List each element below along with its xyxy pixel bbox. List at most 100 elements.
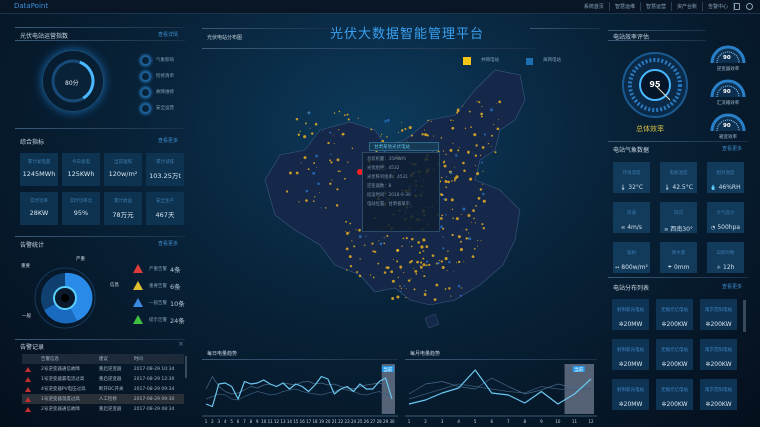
station-dot — [480, 240, 482, 242]
table-row[interactable]: 1号逆变器温度过高 人工检修 2017-08-29 09:30 — [22, 394, 184, 404]
table-cell: 2017-08-29 10:34 — [133, 366, 175, 372]
stations-scrollbar[interactable] — [743, 300, 746, 332]
station-dot — [356, 272, 358, 274]
station-dot — [309, 127, 311, 129]
ring-icon — [140, 102, 151, 114]
table-row[interactable]: 4号逆变器PV电压过高 断开DC开关 2017-08-29 09:34 — [22, 384, 184, 394]
station-dot — [448, 287, 451, 290]
hainan-island — [424, 313, 440, 329]
station-capacity: 200KW — [710, 321, 732, 328]
station-dot — [481, 146, 485, 149]
station-card[interactable]: 无锡元亿电站 ✲200KW — [656, 299, 693, 330]
station-dot — [468, 232, 470, 234]
x-tick-label: 18 — [312, 419, 318, 424]
station-dot — [391, 279, 395, 283]
gauge-label: 箱变效率 — [719, 135, 737, 140]
table-cell: 重启逆变器 — [98, 367, 122, 372]
nav-alarms[interactable]: 告警中心 — [703, 2, 734, 11]
station-dot — [482, 199, 486, 203]
station-dot — [372, 276, 375, 279]
station-dot — [344, 177, 346, 180]
gauge-label: 汇流箱效率 — [716, 101, 740, 106]
station-card[interactable]: 南京范阳电站 ✲200KW — [700, 379, 737, 410]
series-line — [408, 369, 592, 405]
station-card[interactable]: 射阳新光电站 ✲20MW — [612, 299, 649, 330]
station-dot — [469, 177, 473, 181]
nav-maintenance[interactable]: 智慧运维 — [610, 2, 641, 11]
table-row[interactable]: 2号逆变器通信故障 重启逆变器 2017-08-29 08:34 — [22, 404, 184, 414]
station-card[interactable]: 无锡元亿电站 ✲200KW — [656, 339, 693, 370]
station-dot — [447, 250, 449, 252]
station-dot — [425, 264, 428, 267]
station-dot — [456, 111, 459, 114]
station-dot — [427, 119, 430, 121]
station-card[interactable]: 射阳新光电站 ✲20MW — [612, 339, 649, 370]
x-tick-label: 27 — [370, 419, 376, 424]
stations-more-link[interactable]: 查看更多 — [722, 284, 743, 290]
weather-label: 环境温度 — [622, 171, 641, 176]
station-dot — [465, 228, 468, 231]
station-card[interactable]: 南京范阳电站 ✲200KW — [700, 339, 737, 370]
station-dot — [472, 153, 474, 155]
table-row[interactable]: 1号逆变器漏电流过高 重启逆变器 2017-08-29 12:30 — [22, 374, 184, 384]
station-card[interactable]: 南京范阳电站 ✲200KW — [700, 299, 737, 330]
map-panel-title: 光伏电站分布图 — [207, 35, 243, 41]
warning-icon — [25, 366, 31, 372]
station-dot — [475, 204, 478, 207]
index-more-link[interactable]: 查看详情 — [158, 32, 179, 38]
station-dot — [402, 237, 405, 240]
metrics-more-link[interactable]: 查看更多 — [158, 138, 179, 144]
gear-icon: ✲ — [618, 401, 624, 408]
alarm-stats-more-link[interactable]: 查看更多 — [158, 241, 179, 247]
humidity-icon: 💧 — [710, 185, 717, 191]
monthly-trend-chart[interactable]: 当前1 2 3 4 5 6 7 8 9 10 11 12 — [405, 360, 597, 424]
station-dot — [351, 240, 353, 242]
station-dot — [377, 262, 380, 265]
metric-card: 今日发电 125KWh — [62, 153, 100, 186]
station-dot — [445, 186, 448, 189]
selected-station-marker[interactable] — [357, 169, 363, 175]
station-dot — [428, 263, 431, 267]
index-item: 安全运营 — [156, 106, 174, 111]
legend-label: 并网电站 — [481, 58, 499, 63]
station-dot — [421, 133, 424, 136]
station-dot — [455, 175, 459, 179]
table-row[interactable]: 2号逆变器通信故障 重启逆变器 2017-08-29 10:34 — [22, 364, 184, 374]
station-dot — [462, 105, 464, 107]
alarm-level-label: 重要告警 — [149, 283, 167, 289]
station-dot — [314, 122, 318, 126]
station-card[interactable]: 射阳新光电站 ✲20MW — [612, 379, 649, 410]
station-dot — [476, 100, 478, 103]
station-dot — [453, 271, 455, 273]
gauge-value: 90 — [723, 123, 731, 129]
station-dot — [345, 231, 347, 233]
weather-more-link[interactable]: 查看更多 — [722, 146, 743, 152]
station-card[interactable]: 无锡元亿电站 ✲200KW — [656, 379, 693, 410]
nav-operation[interactable]: 智慧运营 — [641, 2, 672, 11]
settings-icon[interactable] — [746, 3, 753, 10]
daily-trend-chart[interactable]: 当前1 2 3 4 5 6 7 8 9 10 11 12 13 14 15 16 17 18 19 20 21 22 23 2… — [202, 360, 398, 424]
station-dot — [322, 130, 324, 132]
station-dot — [341, 135, 343, 137]
station-dot — [423, 275, 426, 278]
station-dot — [430, 120, 432, 123]
station-dot — [330, 153, 332, 156]
station-dot — [490, 146, 492, 148]
nav-assets[interactable]: 资产台账 — [672, 2, 703, 11]
x-tick-label: 11 — [268, 419, 274, 424]
station-dot — [440, 137, 443, 139]
station-name: 射阳新光电站 — [617, 348, 644, 353]
nav-home[interactable]: 系统首页 — [579, 2, 610, 11]
metric-label: 当前辐照 — [114, 160, 132, 165]
x-tick-label: 29 — [383, 419, 389, 424]
alarm-log-close-icon[interactable]: × — [178, 340, 184, 348]
station-dot — [315, 154, 319, 158]
alarm-log-scrollbar[interactable] — [185, 356, 187, 378]
alarm-level-row: 提示告警 24条 — [133, 311, 185, 328]
alarm-level-row: 严重告警 4条 — [133, 260, 185, 277]
weather-card: 降水量 ☂ 0mm — [660, 242, 697, 273]
weather-value-row: 🌡 42.5°C — [660, 184, 697, 191]
weather-value: 46%RH — [718, 184, 741, 191]
station-dot — [371, 242, 374, 245]
logout-icon[interactable] — [734, 3, 740, 10]
